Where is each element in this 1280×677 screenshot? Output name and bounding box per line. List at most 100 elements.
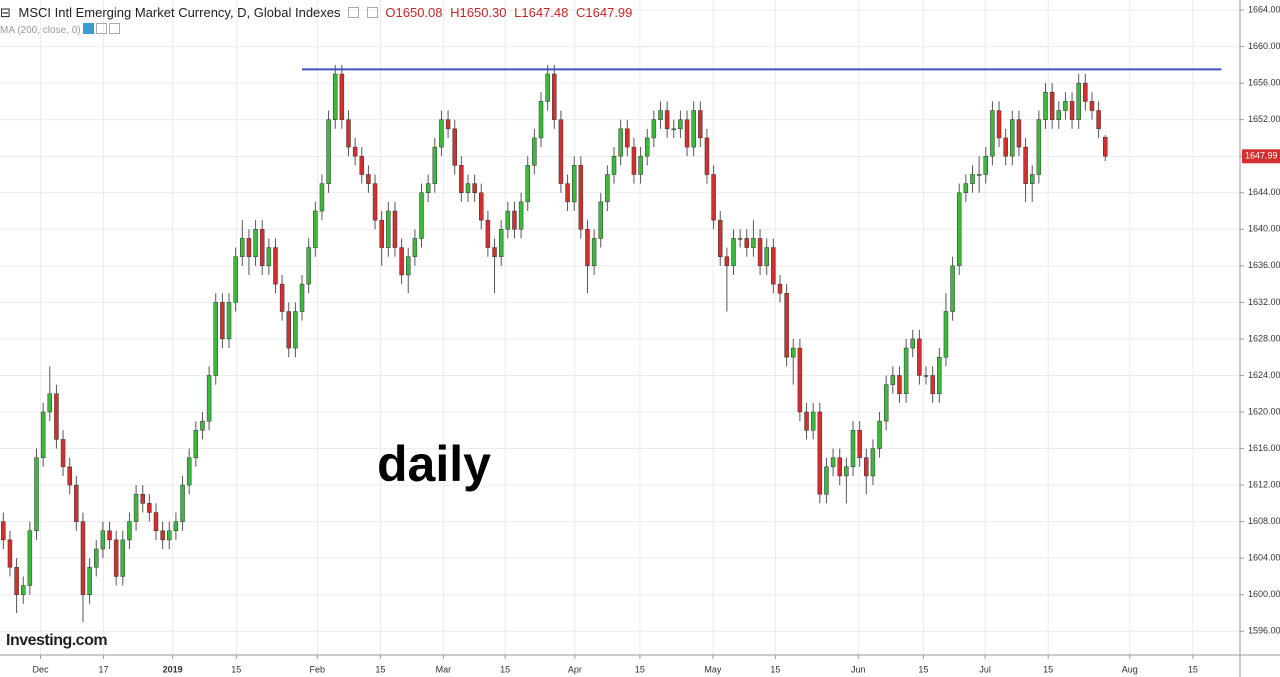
candle-body: [1056, 110, 1062, 120]
candle-body: [1010, 119, 1015, 157]
last-price-label: 1647.99: [1245, 151, 1278, 161]
candle-body: [299, 283, 305, 312]
settings-icon[interactable]: [348, 7, 360, 18]
candle-body: [140, 493, 145, 504]
candle-body: [976, 174, 982, 176]
candle-body: [943, 311, 949, 358]
candle-body: [173, 521, 179, 532]
candle-body: [777, 283, 783, 294]
x-tick-label: 15: [918, 664, 928, 674]
candle-body: [585, 229, 590, 267]
candle-body: [498, 229, 504, 257]
candle-body: [737, 238, 743, 240]
candle-body: [406, 256, 411, 276]
candle-body: [817, 411, 823, 495]
candle-body: [352, 146, 358, 157]
candle-body: [917, 338, 922, 376]
x-tick-label: 15: [375, 664, 385, 674]
candle-body: [990, 110, 995, 157]
candle-body: [186, 457, 192, 486]
candle-body: [1089, 101, 1095, 111]
candle-body: [651, 119, 657, 139]
candle-body: [1063, 101, 1068, 111]
candle-body: [1049, 92, 1055, 120]
candle-body: [253, 229, 258, 257]
candle-body: [956, 192, 962, 267]
x-tick-label: Aug: [1122, 664, 1138, 674]
candle-body: [658, 110, 663, 120]
candle-body: [1, 521, 6, 541]
candle-body: [1023, 146, 1028, 184]
candle-body: [744, 238, 750, 248]
candle-body: [445, 119, 451, 130]
candle-body: [153, 512, 159, 532]
candle-body: [518, 201, 524, 230]
candle-body: [113, 539, 119, 577]
collapse-icon[interactable]: ⊟: [0, 5, 11, 20]
candle-body: [950, 265, 955, 312]
candle-body: [379, 219, 384, 248]
candle-body: [883, 384, 889, 422]
indicator-close[interactable]: [109, 23, 121, 34]
candle-body: [206, 375, 212, 422]
candle-body: [731, 238, 736, 267]
candle-body: [857, 430, 862, 458]
x-tick-label: 15: [231, 664, 241, 674]
candle-body: [512, 210, 517, 230]
x-tick-label: 15: [635, 664, 645, 674]
candle-body: [983, 155, 989, 175]
candle-body: [326, 119, 331, 184]
candle-body: [532, 137, 537, 166]
y-tick-label: 1596.00: [1248, 626, 1280, 636]
y-tick-label: 1616.00: [1248, 443, 1280, 453]
candle-body: [27, 530, 33, 586]
candle-body: [724, 256, 730, 267]
candle-body: [259, 229, 265, 267]
candle-body: [127, 521, 132, 541]
high-value: H1650.30: [450, 5, 507, 20]
candle-body: [903, 347, 909, 394]
indicator-eye[interactable]: [83, 23, 95, 34]
candle-body: [100, 530, 106, 550]
candle-body: [94, 548, 99, 568]
candle-body: [465, 183, 471, 194]
candle-body: [213, 302, 218, 376]
candle-body: [611, 155, 617, 175]
x-tick-label: Jun: [851, 664, 866, 674]
candle-body: [306, 247, 311, 285]
candle-body: [930, 375, 935, 394]
candle-body: [844, 466, 849, 477]
candle-body: [684, 119, 690, 148]
indicator-settings[interactable]: [96, 23, 108, 34]
candle-body: [784, 292, 789, 358]
candle-body: [1096, 110, 1101, 130]
candle-body: [14, 567, 19, 595]
close-icon[interactable]: [366, 7, 378, 18]
candle-body: [704, 137, 710, 175]
candle-body: [54, 393, 59, 440]
candle-body: [226, 302, 232, 340]
y-tick-label: 1664.00: [1248, 4, 1280, 14]
low-value: L1647.48: [514, 5, 569, 20]
candle-body: [220, 302, 225, 340]
candle-body: [1083, 82, 1088, 102]
candle-body: [1016, 119, 1022, 148]
open-value: O1650.08: [385, 5, 443, 20]
candle-body: [937, 356, 942, 394]
candle-body: [332, 73, 338, 120]
candle-body: [492, 247, 497, 257]
y-tick-label: 1656.00: [1248, 78, 1280, 88]
candle-body: [120, 539, 126, 577]
candle-body: [678, 119, 683, 130]
candle-body: [246, 238, 252, 257]
candle-body: [472, 183, 477, 194]
y-tick-label: 1624.00: [1248, 370, 1280, 380]
candle-body: [505, 210, 511, 230]
candle-body: [804, 411, 809, 431]
x-tick-label: Mar: [436, 664, 452, 674]
candle-body: [293, 311, 298, 349]
candle-body: [618, 128, 623, 157]
candle-body: [870, 448, 876, 477]
candle-body: [386, 210, 391, 248]
candle-body: [459, 165, 464, 194]
